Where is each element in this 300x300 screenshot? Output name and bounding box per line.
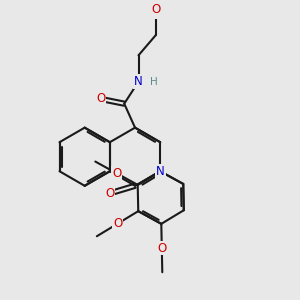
Text: O: O	[151, 2, 160, 16]
Text: H: H	[150, 76, 158, 87]
Text: N: N	[134, 75, 143, 88]
Text: O: O	[96, 92, 105, 105]
Text: O: O	[105, 187, 115, 200]
Text: O: O	[113, 217, 122, 230]
Text: O: O	[157, 242, 167, 254]
Text: N: N	[156, 165, 165, 178]
Text: O: O	[112, 167, 121, 180]
